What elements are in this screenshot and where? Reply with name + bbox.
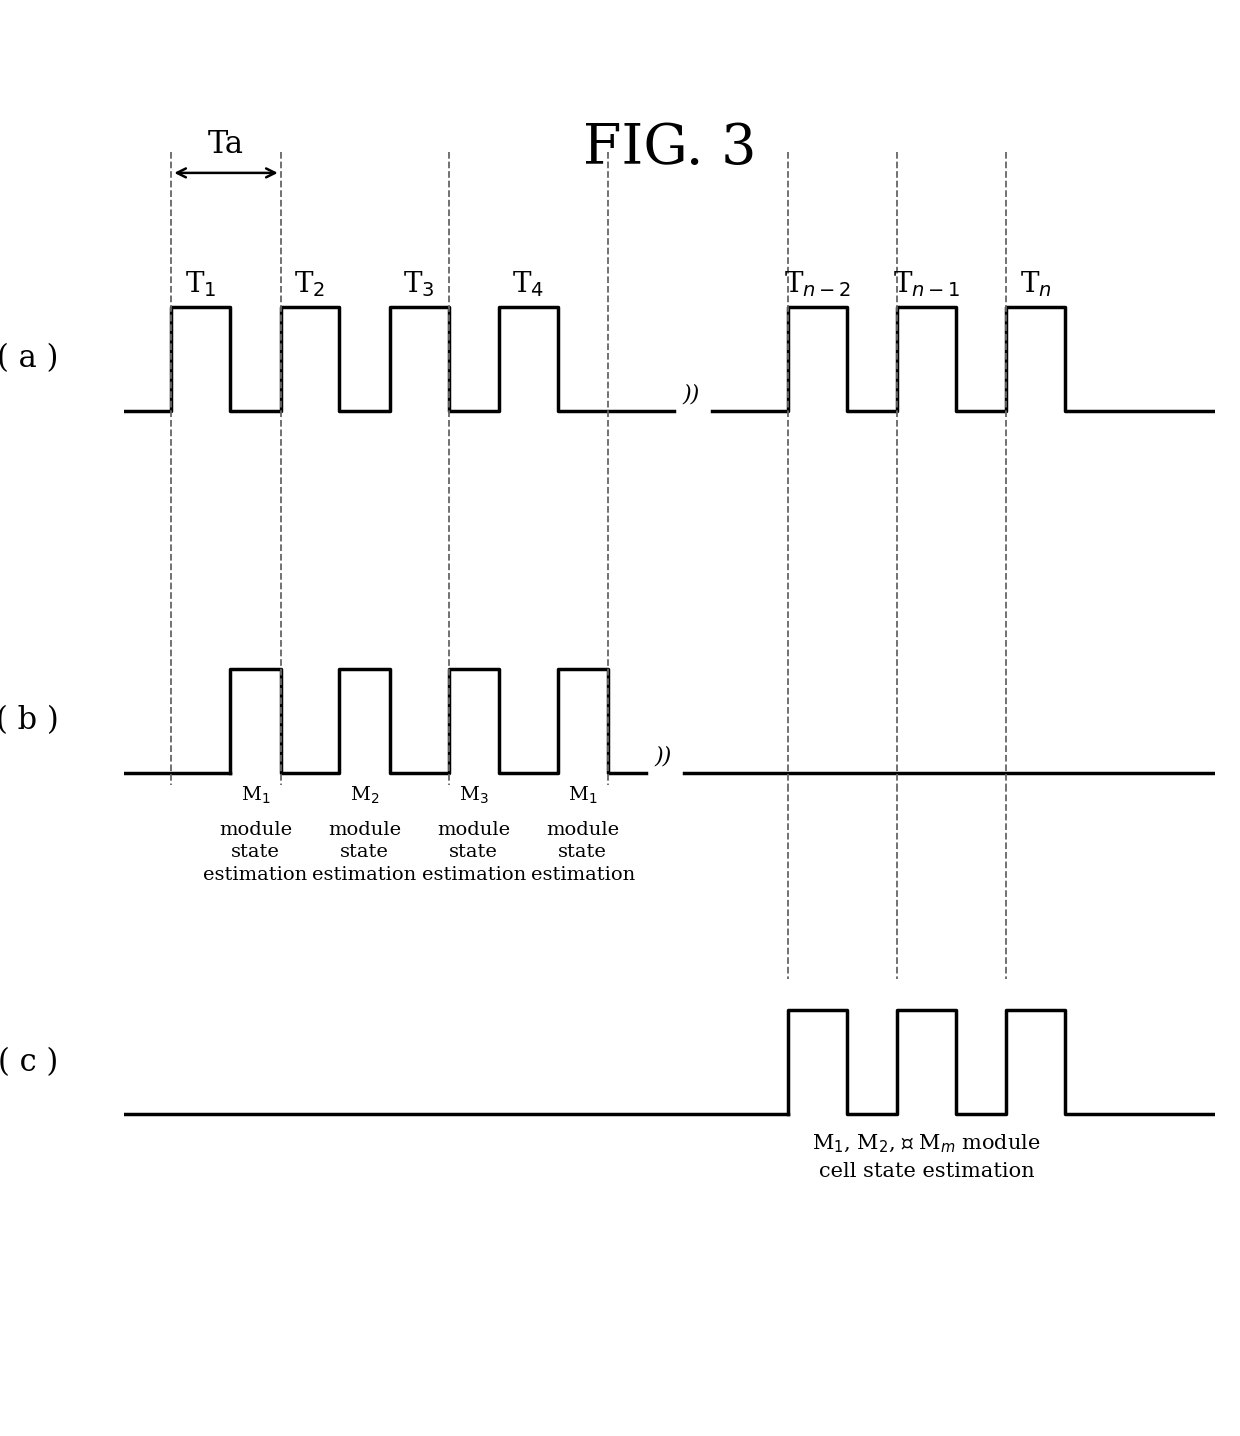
Text: ( b ): ( b ): [0, 705, 58, 737]
Text: module
state
estimation: module state estimation: [422, 821, 526, 883]
Text: T$_1$: T$_1$: [185, 269, 217, 299]
Text: T$_{n-1}$: T$_{n-1}$: [893, 269, 961, 299]
Text: )): )): [683, 383, 701, 405]
Text: T$_2$: T$_2$: [294, 269, 326, 299]
Text: T$_4$: T$_4$: [512, 269, 544, 299]
Text: T$_3$: T$_3$: [403, 269, 435, 299]
Text: T$_n$: T$_n$: [1021, 269, 1052, 299]
Text: M$_1$: M$_1$: [241, 785, 270, 806]
Text: T$_{n-2}$: T$_{n-2}$: [784, 269, 852, 299]
Text: FIG. 3: FIG. 3: [583, 121, 756, 177]
Text: module
state
estimation: module state estimation: [312, 821, 417, 883]
Text: M$_2$: M$_2$: [350, 785, 379, 806]
Text: module
state
estimation: module state estimation: [203, 821, 308, 883]
Text: ( a ): ( a ): [0, 343, 58, 375]
Text: ( c ): ( c ): [0, 1047, 58, 1077]
Text: M$_1$, M$_2$, ⋯ M$_m$ module
cell state estimation: M$_1$, M$_2$, ⋯ M$_m$ module cell state …: [812, 1133, 1042, 1180]
Text: M$_1$: M$_1$: [568, 785, 598, 806]
Text: Ta: Ta: [208, 129, 244, 161]
Text: )): )): [655, 745, 672, 767]
Text: module
state
estimation: module state estimation: [531, 821, 635, 883]
Text: M$_3$: M$_3$: [459, 785, 489, 806]
